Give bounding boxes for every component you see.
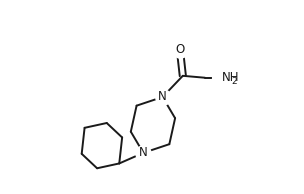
Text: N: N bbox=[139, 146, 148, 159]
Text: N: N bbox=[158, 90, 167, 104]
Text: 2: 2 bbox=[232, 77, 237, 86]
Text: O: O bbox=[175, 43, 185, 56]
Text: NH: NH bbox=[222, 71, 239, 84]
